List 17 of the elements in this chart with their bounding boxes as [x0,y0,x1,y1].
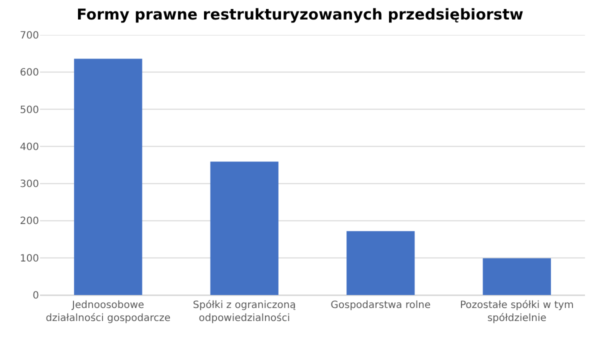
y-tick-label: 700 [20,30,39,42]
bar [210,162,278,295]
x-tick-label: Jednoosobowe działalności gospodarcze [46,300,171,324]
y-tick-label: 200 [20,216,39,228]
y-tick-label: 300 [20,179,39,190]
y-tick-label: 600 [20,68,39,79]
bar [482,258,551,295]
y-tick-label: 100 [20,253,39,264]
x-tick-label: Gospodarstwa rolne [330,300,431,311]
x-tick-label: Spółki z ograniczoną odpowiedzialności [192,300,296,324]
bar [346,231,415,295]
chart-title: Formy prawne restrukturyzowanych przedsiębiorstw [76,5,524,24]
x-tick-label: Pozostałe spółki w tym spółdzielnie [460,300,574,324]
y-tick-label: 0 [32,290,39,302]
bar [74,58,142,295]
y-tick-label: 500 [20,104,39,116]
y-tick-label: 400 [20,142,39,153]
